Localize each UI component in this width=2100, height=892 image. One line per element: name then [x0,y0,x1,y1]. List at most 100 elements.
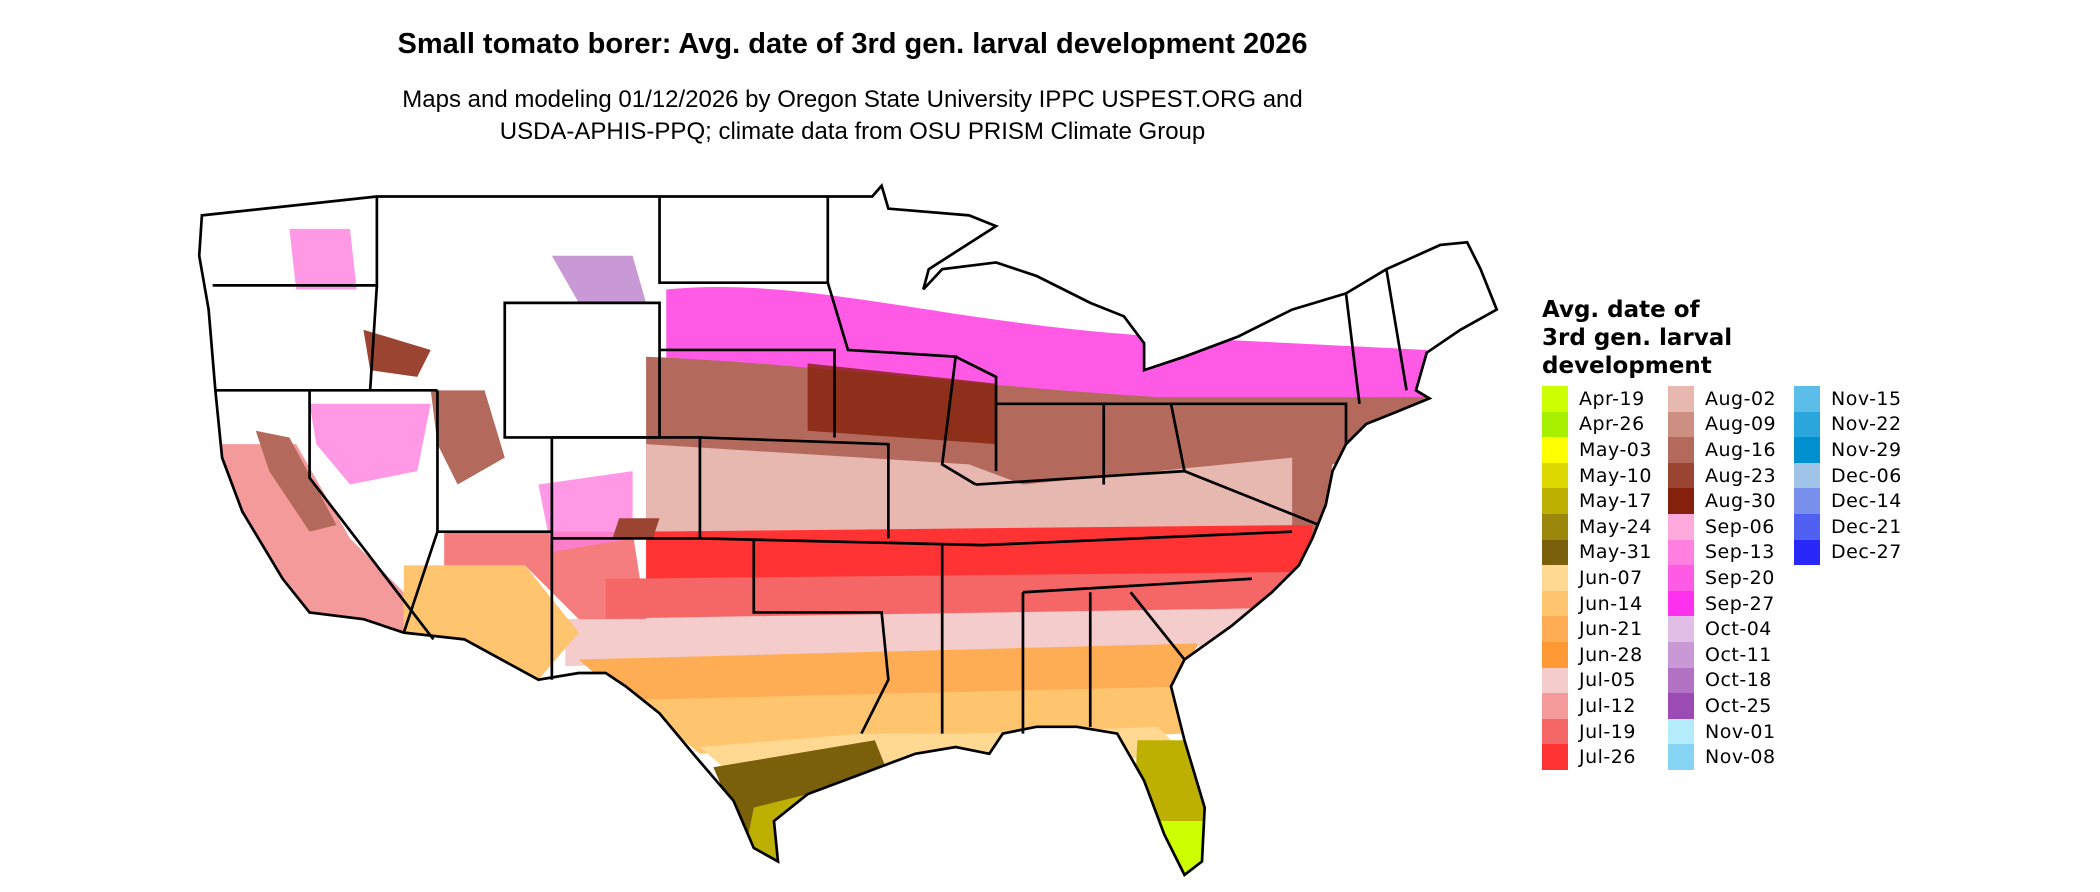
legend-label: Jul-26 [1579,746,1636,769]
legend-item: Oct-04 [1668,616,1776,642]
legend-swatch [1668,744,1694,770]
legend-item: May-10 [1542,462,1652,489]
legend-swatch [1668,693,1694,719]
legend-swatch [1794,488,1820,514]
legend-swatch [1542,462,1568,489]
legend-label: May-31 [1579,541,1652,564]
legend-swatch [1542,488,1568,514]
legend-swatch [1542,590,1568,617]
legend-swatch [1542,539,1568,566]
legend-label: Dec-14 [1831,490,1902,513]
legend-item: Dec-21 [1794,513,1902,540]
legend-label: Dec-27 [1831,541,1902,564]
legend-item: Sep-27 [1668,590,1776,617]
legend-label: May-17 [1579,490,1652,513]
legend-label: Apr-26 [1579,413,1645,436]
legend-swatch [1794,513,1820,540]
legend-item: Jul-05 [1542,667,1652,694]
legend-item: Oct-11 [1668,641,1776,668]
legend-swatch [1668,386,1694,412]
legend-title-line: Avg. date of [1542,297,1700,323]
legend-swatch [1668,462,1694,489]
legend-label: May-03 [1579,438,1652,461]
legend-label: Oct-25 [1705,694,1772,717]
legend-label: Nov-01 [1705,720,1776,743]
legend-swatch [1542,744,1568,770]
legend-swatch [1668,718,1694,745]
legend-item: May-24 [1542,513,1652,540]
legend-label: Jun-21 [1579,618,1643,641]
legend-item: Jun-14 [1542,590,1652,617]
legend-item: Aug-23 [1668,462,1776,489]
legend-item: Dec-06 [1794,462,1902,489]
legend-label: Aug-02 [1705,387,1777,410]
legend-label: Oct-18 [1705,669,1772,692]
legend-label: Apr-19 [1579,387,1645,410]
map-title: Small tomato borer: Avg. date of 3rd gen… [397,28,1308,60]
legend-item: Jul-26 [1542,744,1652,770]
legend-label: Aug-09 [1705,413,1777,436]
legend-item: Jul-12 [1542,693,1652,719]
legend-item: Nov-15 [1794,386,1902,412]
map-fill [199,185,1497,875]
legend-item: Aug-30 [1668,488,1776,514]
legend-swatch [1794,462,1820,489]
legend-label: Oct-04 [1705,618,1772,641]
legend-swatch [1794,437,1820,463]
legend-item: Sep-06 [1668,513,1776,540]
legend-label: Jul-05 [1579,669,1636,692]
legend-label: Aug-16 [1705,438,1777,461]
legend-item: Sep-13 [1668,539,1776,566]
legend-swatch [1542,667,1568,694]
legend-label: Jun-07 [1579,566,1643,589]
legend-label: Sep-06 [1705,515,1775,538]
subtitle-line-2: USDA-APHIS-PPQ; climate data from OSU PR… [499,118,1206,145]
legend-item: Apr-26 [1542,411,1652,438]
legend-column: Nov-15 Nov-22 Nov-29 Dec-06 Dec-14 Dec-21 Dec-… [1794,386,1902,566]
subtitle-line-1: Maps and modeling 01/12/2026 by Oregon S… [402,86,1303,113]
legend-label: Sep-13 [1705,541,1775,564]
legend-swatch [1668,590,1694,617]
legend-swatch [1794,386,1820,412]
legend-item: Nov-01 [1668,718,1776,745]
legend-item: Nov-08 [1668,744,1776,770]
legend-item: Aug-02 [1668,386,1776,412]
legend-swatch [1668,488,1694,514]
legend-swatch [1542,386,1568,412]
legend-item: Oct-25 [1668,693,1776,719]
legend-label: Dec-21 [1831,515,1902,538]
legend-label: May-24 [1579,515,1652,538]
legend-item: Oct-18 [1668,667,1776,694]
legend-title-line: development [1542,353,1712,379]
legend-label: Nov-08 [1705,746,1776,769]
legend-item: Jun-28 [1542,641,1652,668]
legend-column: Aug-02 Aug-09 Aug-16 Aug-23 Aug-30 Sep-06 Sep-… [1668,386,1776,770]
state-borders [197,184,1499,877]
legend-item: Sep-20 [1668,565,1776,591]
legend-item: Jun-07 [1542,565,1652,591]
legend-item: May-03 [1542,437,1652,463]
legend-item: Jun-21 [1542,616,1652,642]
legend-column: Apr-19 Apr-26 May-03 May-10 May-17 May-24 May-… [1542,386,1652,770]
legend-swatch [1794,539,1820,566]
legend-swatch [1668,641,1694,668]
legend-swatch [1542,437,1568,463]
legend-item: Jul-19 [1542,718,1652,745]
legend-swatch [1542,616,1568,642]
legend-label: Nov-22 [1831,413,1902,436]
legend-item: Dec-14 [1794,488,1902,514]
legend-swatch [1668,565,1694,591]
legend-label: Jul-12 [1579,694,1636,717]
legend-item: Aug-16 [1668,437,1776,463]
legend-label: Oct-11 [1705,643,1772,666]
legend-swatch [1794,411,1820,438]
legend-label: Dec-06 [1831,464,1902,487]
legend-swatch [1542,718,1568,745]
legend-title-line: 3rd gen. larval [1542,325,1733,351]
legend-item: Dec-27 [1794,539,1902,566]
legend-item: Aug-09 [1668,411,1777,438]
legend-swatch [1668,539,1694,566]
legend-swatch [1668,667,1694,694]
legend-item: Apr-19 [1542,386,1652,412]
